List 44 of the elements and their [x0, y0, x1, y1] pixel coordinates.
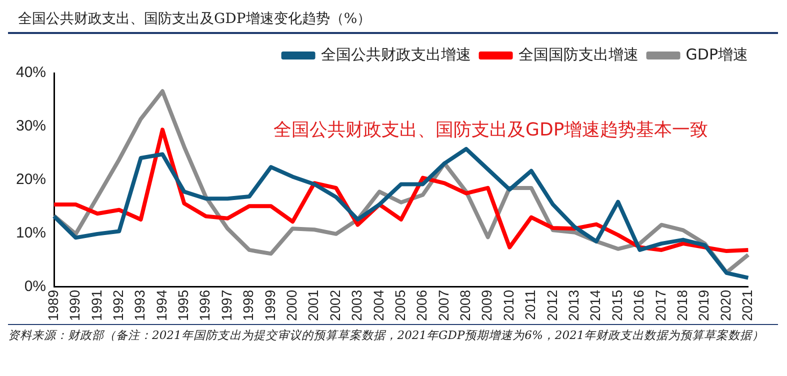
x-tick-label: 2018 [674, 290, 690, 322]
x-tick-label: 1996 [196, 290, 213, 322]
x-tick-label: 2021 [739, 290, 756, 322]
legend-label: GDP增速 [686, 45, 748, 64]
x-tick-label: 2019 [696, 290, 712, 322]
y-tick-label: 40% [16, 64, 46, 82]
x-tick-label: 2013 [566, 290, 582, 322]
x-tick-label: 1993 [132, 290, 148, 322]
x-tick-label: 2012 [544, 290, 560, 322]
legend-label: 全国国防支出增速 [518, 45, 638, 64]
x-tick-label: 2020 [717, 290, 734, 322]
x-tick-label: 2009 [478, 290, 495, 322]
x-tick-label: 2004 [370, 290, 386, 322]
y-tick-label: 20% [16, 171, 46, 188]
x-tick-label: 2005 [392, 290, 408, 322]
x-tick-label: 2000 [284, 290, 300, 322]
legend-label: 全国公共财政支出增速 [320, 45, 471, 64]
x-tick-label: 1989 [44, 290, 61, 322]
y-tick-label: 10% [16, 224, 46, 242]
annotation: 全国公共财政支出、国防支出及GDP增速趋势基本一致 [274, 120, 708, 141]
y-tick-label: 0% [24, 278, 46, 295]
x-tick-label: 1998 [240, 290, 256, 322]
x-tick-label: 2006 [414, 290, 430, 322]
x-tick-label: 1992 [110, 290, 126, 322]
x-tick-label: 2002 [326, 290, 343, 322]
x-tick-label: 2007 [435, 290, 452, 322]
x-tick-label: 2011 [522, 290, 538, 320]
x-tick-label: 1990 [66, 290, 83, 322]
x-tick-label: 1997 [218, 290, 234, 322]
text: 资料来源：财政部（备注：2021年国防支出为提交审议的预算草案数据，2021年GDP预期增速为6%，2021年财政支出数据为预算草案数据） [8, 324, 778, 343]
x-tick-label: 1999 [262, 290, 278, 322]
x-tick-label: 2014 [587, 290, 604, 322]
y-tick-label: 30% [16, 118, 46, 135]
x-tick-label: 1995 [175, 290, 192, 322]
x-tick-label: 2001 [305, 290, 322, 322]
x-tick-label: 2003 [348, 290, 365, 322]
x-tick-label: 1994 [153, 290, 170, 322]
x-tick-label: 2010 [500, 290, 516, 322]
x-tick-label: 2017 [652, 290, 668, 322]
x-tick-label: 2016 [630, 290, 647, 322]
x-tick-label: 1991 [88, 290, 104, 322]
x-tick-label: 2015 [608, 290, 625, 322]
x-tick-label: 2008 [457, 290, 474, 322]
chart-title: 全国公共财政支出、国防支出及GDP增速变化趋势（%） [8, 8, 778, 34]
